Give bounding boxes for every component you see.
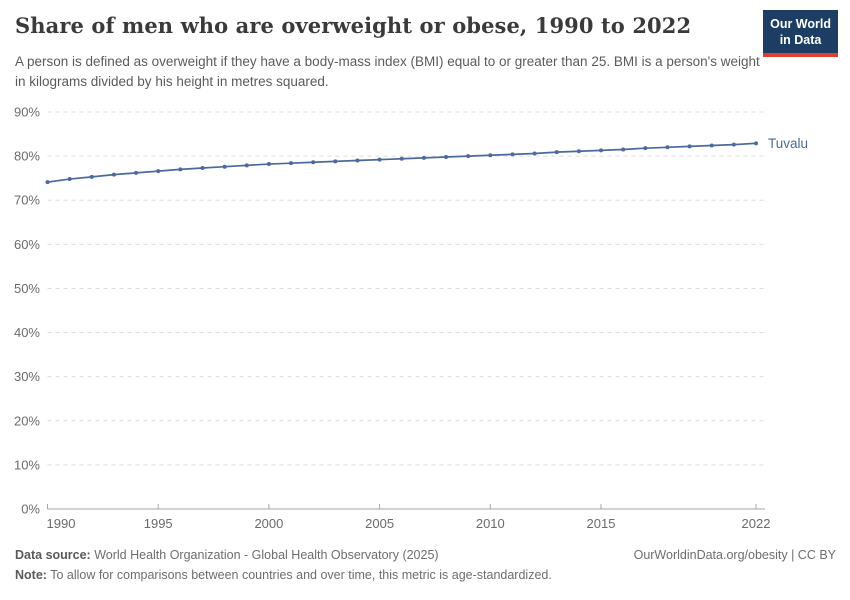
y-tick-label: 30% xyxy=(14,369,40,384)
x-tick-label: 2010 xyxy=(476,516,505,531)
y-tick-label: 0% xyxy=(21,502,40,517)
note-label: Note: xyxy=(15,568,47,582)
x-tick-label: 2005 xyxy=(365,516,394,531)
y-tick-label: 80% xyxy=(14,149,40,164)
y-tick-label: 90% xyxy=(14,105,40,120)
series-point-tuvalu xyxy=(200,166,205,171)
series-point-tuvalu xyxy=(599,148,604,153)
series-point-tuvalu xyxy=(377,157,382,162)
series-point-tuvalu xyxy=(554,150,559,155)
series-point-tuvalu xyxy=(621,147,626,152)
chart-subtitle: A person is defined as overweight if the… xyxy=(15,54,760,89)
series-point-tuvalu xyxy=(244,163,249,168)
series-point-tuvalu xyxy=(89,174,94,179)
series-line-tuvalu xyxy=(46,142,757,183)
owid-logo: Our World in Data xyxy=(763,10,838,57)
owid-logo-line2: in Data xyxy=(779,33,822,48)
x-tick-label: 1995 xyxy=(144,516,173,531)
series-point-tuvalu xyxy=(488,153,493,158)
series-point-tuvalu xyxy=(399,156,404,161)
footer-source-row: Data source: World Health Organization -… xyxy=(15,548,836,562)
series-point-tuvalu xyxy=(421,155,426,160)
y-tick-label: 40% xyxy=(14,325,40,340)
series-point-tuvalu xyxy=(289,161,294,166)
series-point-tuvalu xyxy=(45,180,50,185)
x-tick-label: 2000 xyxy=(254,516,283,531)
x-tick-label: 2022 xyxy=(742,516,771,531)
series-point-tuvalu xyxy=(731,142,736,147)
license-text: OurWorldinData.org/obesity | CC BY xyxy=(633,548,836,562)
series-point-tuvalu xyxy=(178,167,183,172)
footer-note-row: Note: To allow for comparisons between c… xyxy=(15,568,552,582)
series-point-tuvalu xyxy=(156,169,161,174)
series-point-tuvalu xyxy=(111,172,116,177)
line-chart-canvas: 0% 10% 20% 30% 40% 50% 60% 70% 80% 90% 1990 1995 200… xyxy=(14,105,808,532)
y-tick-label: 70% xyxy=(14,193,40,208)
series-point-tuvalu xyxy=(266,162,271,167)
series-point-tuvalu xyxy=(643,146,648,151)
series-point-tuvalu xyxy=(444,154,449,159)
data-source-label: Data source: xyxy=(15,548,91,562)
series-label-tuvalu: Tuvalu xyxy=(768,136,808,151)
y-tick-label: 10% xyxy=(14,457,40,472)
x-tick-label: 1990 xyxy=(47,516,76,531)
series-point-tuvalu xyxy=(665,145,670,150)
y-tick-label: 50% xyxy=(14,281,40,296)
series-point-tuvalu xyxy=(754,141,758,146)
page-title: Share of men who are overweight or obese… xyxy=(15,13,692,38)
series-point-tuvalu xyxy=(222,164,227,169)
series-point-tuvalu xyxy=(532,151,537,156)
series-point-tuvalu xyxy=(67,177,72,182)
series-point-tuvalu xyxy=(510,152,515,157)
series-point-tuvalu xyxy=(134,170,139,175)
series-point-tuvalu xyxy=(576,149,581,154)
series-point-tuvalu xyxy=(466,154,471,159)
series-point-tuvalu xyxy=(333,159,338,164)
x-tick-label: 2015 xyxy=(587,516,616,531)
data-source-text: Data source: World Health Organization -… xyxy=(15,548,439,562)
y-tick-label: 20% xyxy=(14,413,40,428)
owid-logo-line1: Our World xyxy=(770,17,831,31)
series-point-tuvalu xyxy=(687,144,692,149)
series-point-tuvalu xyxy=(709,143,714,148)
series-point-tuvalu xyxy=(311,160,316,165)
series-point-tuvalu xyxy=(355,158,360,163)
y-tick-label: 60% xyxy=(14,237,40,252)
